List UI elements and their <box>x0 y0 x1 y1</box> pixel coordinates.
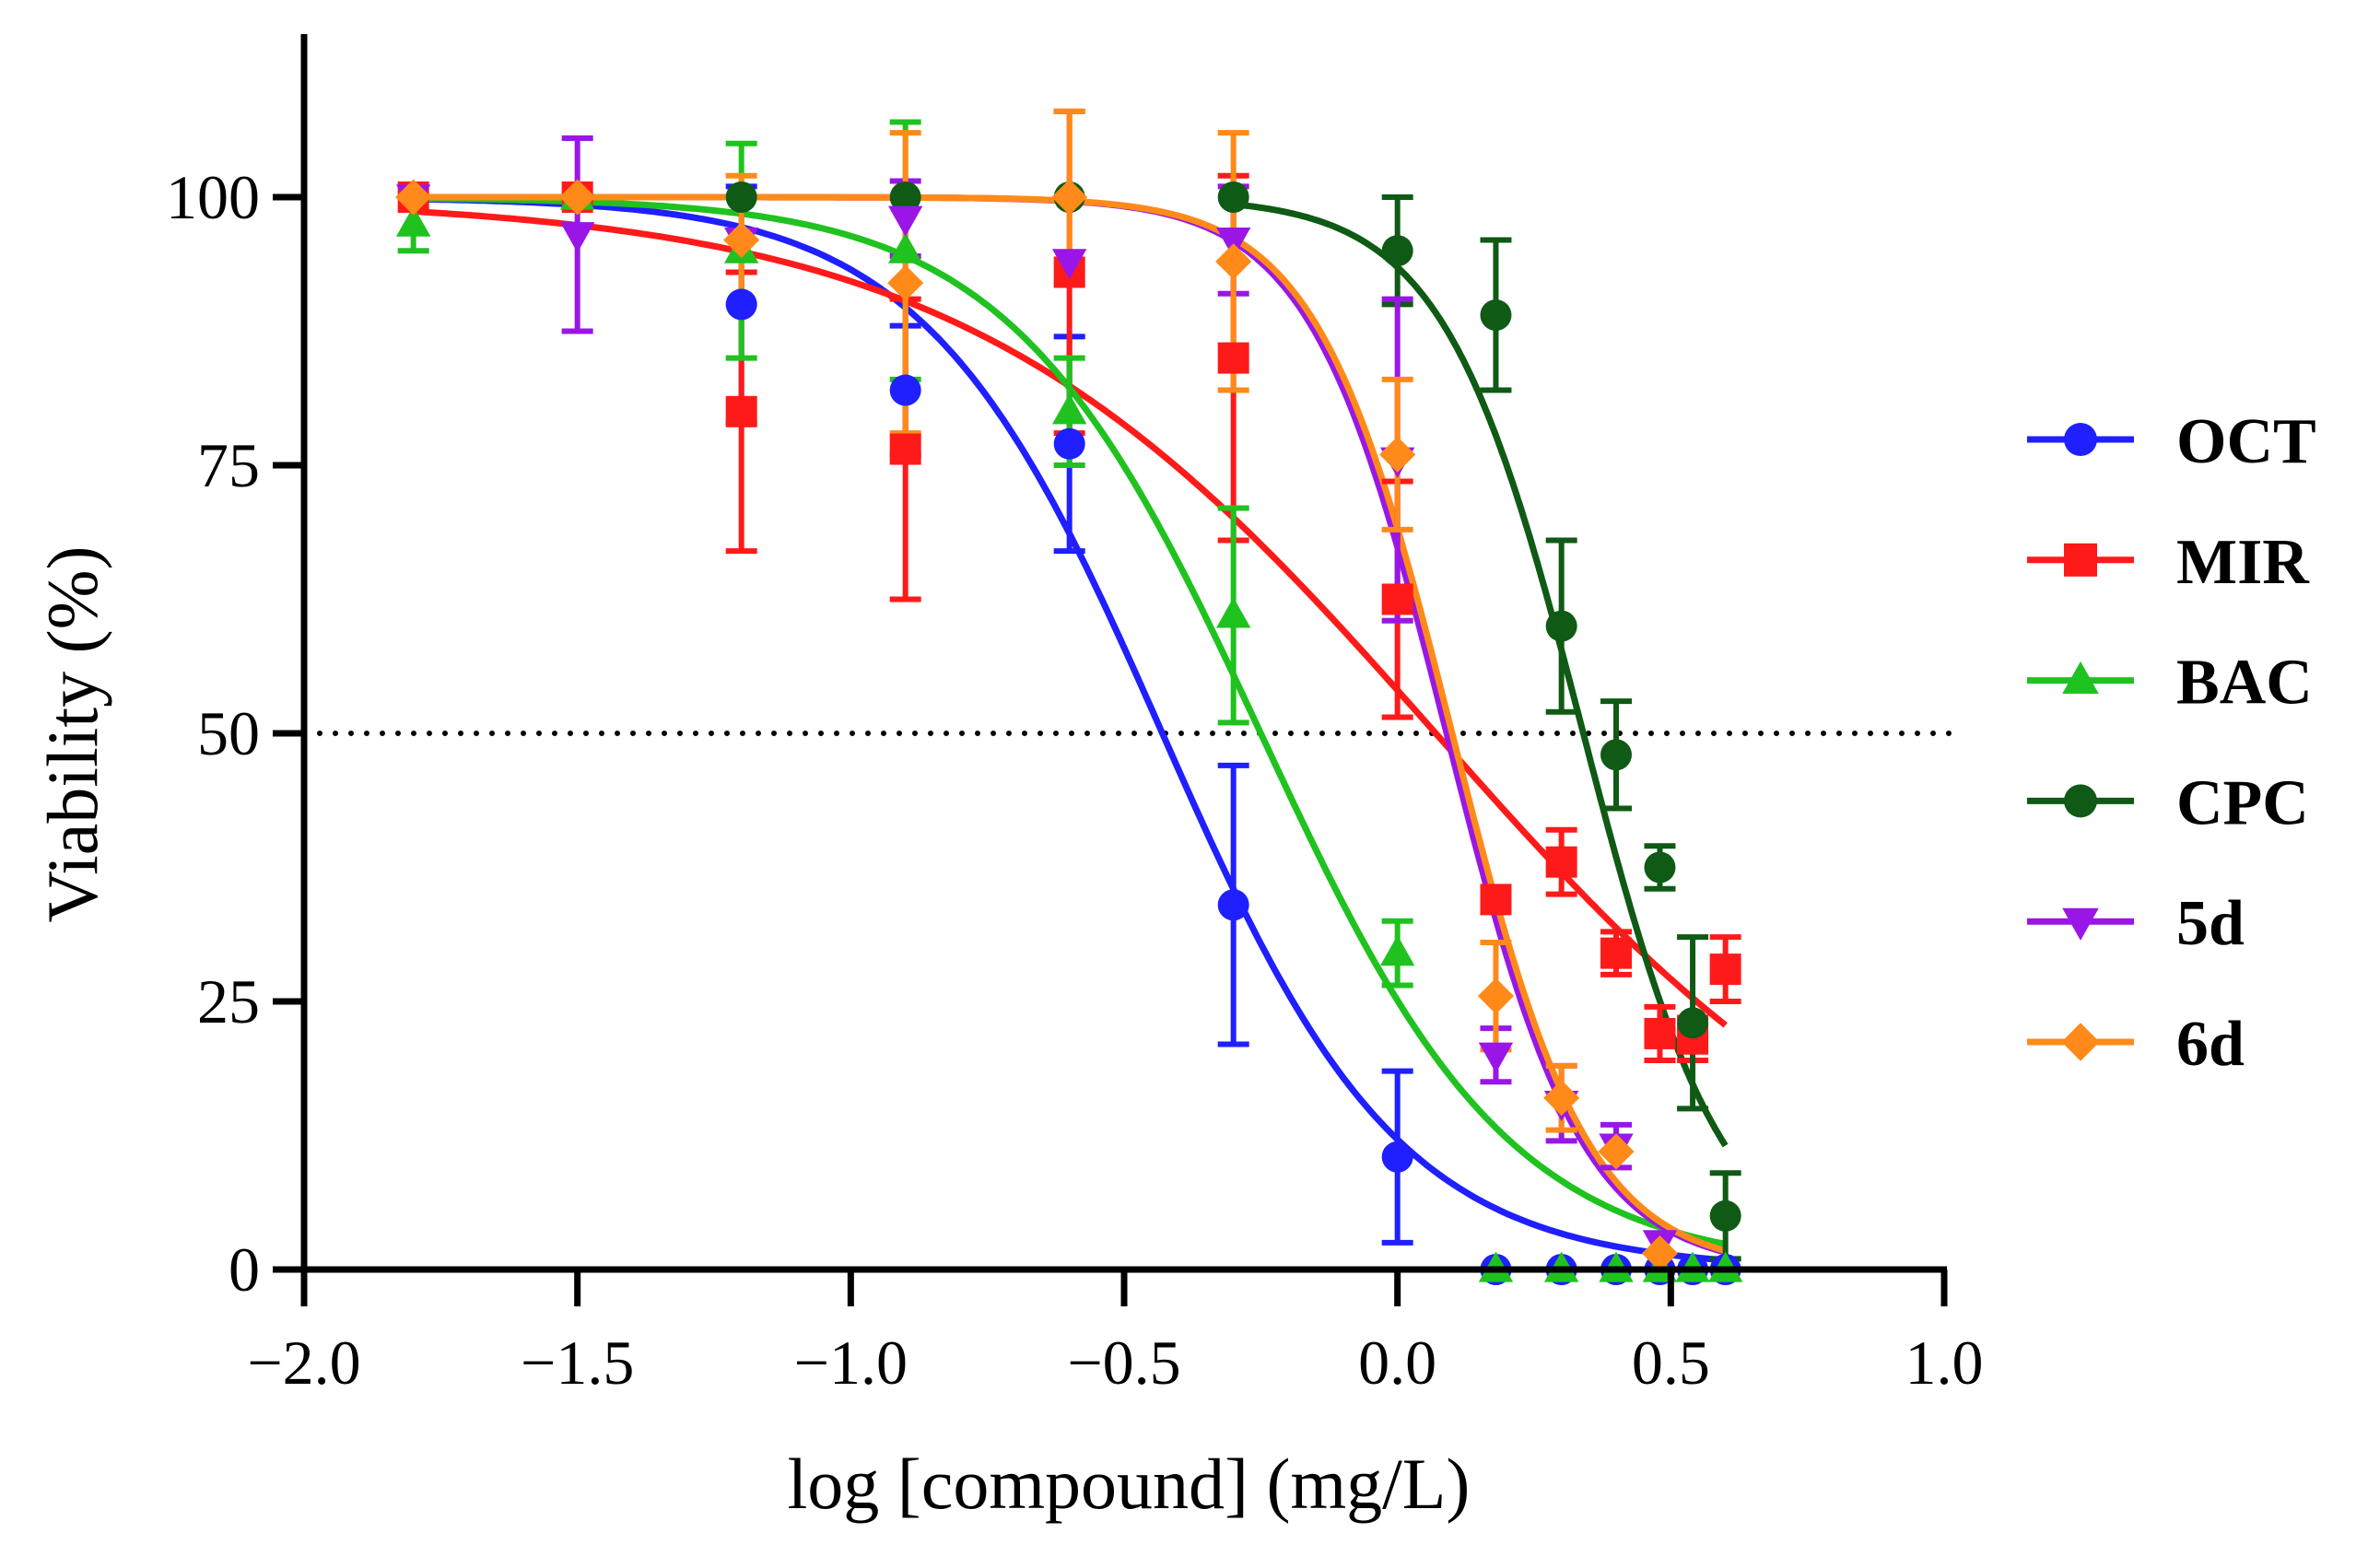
legend-marker-cpc <box>2064 784 2097 818</box>
data-point-cpc <box>1545 610 1577 642</box>
y-tick-label: 100 <box>166 162 260 232</box>
data-point-5d <box>1215 227 1251 259</box>
data-point-mir <box>1644 1017 1676 1049</box>
data-points <box>395 179 1743 1285</box>
data-point-mir <box>1381 583 1413 615</box>
data-point-bac <box>1379 935 1415 966</box>
x-tick-label: −2.0 <box>247 1328 360 1398</box>
data-point-mir <box>1480 883 1512 916</box>
x-tick-label: −1.5 <box>521 1328 634 1398</box>
legend-marker-bac <box>2062 661 2099 694</box>
axes <box>273 34 1948 1306</box>
legend-label-cpc: CPC <box>2176 767 2309 838</box>
data-point-oct <box>725 288 757 321</box>
data-point-6d <box>887 264 924 301</box>
data-point-cpc <box>1677 1007 1709 1039</box>
y-tick-label: 75 <box>197 430 260 500</box>
x-tick-label: 0.5 <box>1632 1328 1710 1398</box>
data-point-mir <box>889 433 921 465</box>
data-point-oct <box>889 374 921 406</box>
data-point-6d <box>1379 436 1416 473</box>
data-point-mir <box>1217 342 1249 374</box>
data-point-6d <box>1215 243 1252 280</box>
y-tick-label: 25 <box>197 966 260 1036</box>
x-tick-label: −0.5 <box>1067 1328 1180 1398</box>
y-axis-title: Viability (%) <box>32 545 112 922</box>
data-point-6d <box>559 179 596 216</box>
legend: OCT MIR BAC CPC 5d 6d <box>2027 406 2316 1080</box>
data-point-mir <box>1600 937 1632 969</box>
data-point-5d <box>887 205 923 237</box>
x-tick-label: 1.0 <box>1905 1328 1984 1398</box>
legend-label-bac: BAC <box>2176 648 2313 719</box>
y-tick-label: 50 <box>197 698 260 768</box>
data-point-oct <box>1217 889 1249 921</box>
data-point-6d <box>723 222 760 259</box>
legend-label-oct: OCT <box>2176 406 2316 477</box>
data-point-6d <box>395 179 432 216</box>
data-point-bac <box>1215 597 1251 628</box>
data-point-6d <box>1598 1133 1635 1170</box>
x-tick-label: 0.0 <box>1358 1328 1436 1398</box>
data-point-6d <box>1051 179 1088 216</box>
data-point-bac <box>395 205 431 237</box>
legend-label-mir: MIR <box>2176 527 2310 598</box>
legend-marker-mir <box>2064 543 2097 577</box>
legend-label-6d: 6d <box>2176 1009 2245 1080</box>
data-point-cpc <box>1644 851 1676 883</box>
legend-marker-oct <box>2064 423 2097 456</box>
data-point-5d <box>1478 1042 1514 1073</box>
data-point-cpc <box>1600 739 1632 771</box>
legend-marker-6d <box>2061 1023 2100 1061</box>
data-point-6d <box>1641 1235 1679 1272</box>
data-point-mir <box>1545 846 1577 878</box>
data-point-6d <box>1543 1080 1580 1117</box>
data-point-mir <box>1709 954 1741 986</box>
data-point-cpc <box>725 181 757 213</box>
legend-label-5d: 5d <box>2176 888 2245 959</box>
x-axis-title: log [compound] (mg/L) <box>788 1444 1471 1524</box>
fit-curve-cpc <box>1233 201 1729 1148</box>
x-tick-label: −1.0 <box>794 1328 908 1398</box>
y-tick-label: 0 <box>229 1235 260 1305</box>
data-point-mir <box>725 395 757 427</box>
data-point-cpc <box>1480 299 1512 332</box>
legend-marker-5d <box>2062 907 2099 941</box>
data-point-cpc <box>1381 235 1413 267</box>
data-point-bac <box>887 232 923 263</box>
data-point-bac <box>1051 393 1087 425</box>
data-point-cpc <box>1709 1199 1741 1232</box>
data-point-oct <box>1381 1141 1413 1173</box>
data-point-6d <box>1477 977 1515 1014</box>
tick-labels: −2.0 −1.5 −1.0 −0.5 0.0 0.5 1.0 0 25 50 75 100 <box>166 162 1984 1398</box>
data-point-oct <box>1053 427 1085 460</box>
data-point-5d <box>559 222 595 253</box>
data-point-cpc <box>889 181 921 213</box>
data-point-5d <box>1051 249 1087 280</box>
data-point-cpc <box>1217 181 1249 213</box>
